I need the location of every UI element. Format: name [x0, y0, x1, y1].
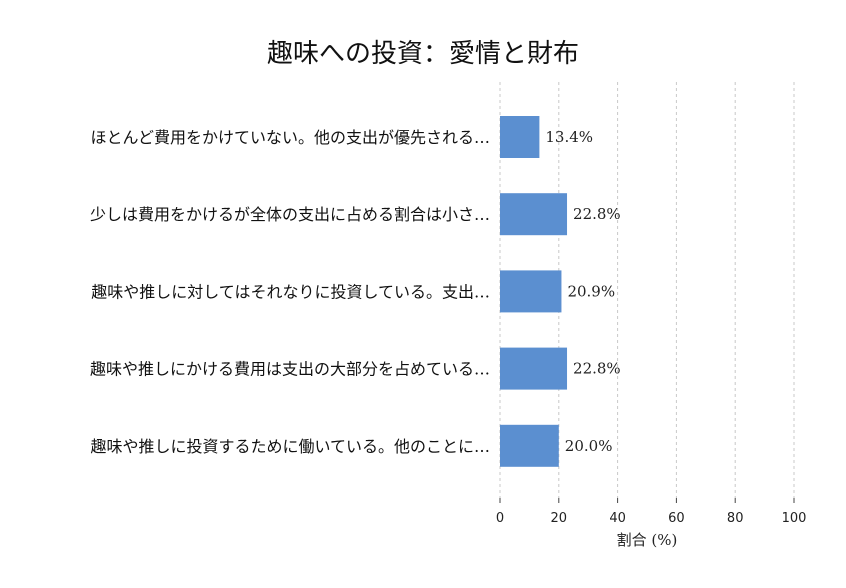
category-label: ほとんど費用をかけていない。他の支出が優先される… [90, 128, 490, 147]
x-axis-ticks: 0 20 40 60 80 100 [496, 498, 807, 526]
value-label: 13.4% [545, 128, 593, 146]
value-label: 22.8% [573, 205, 621, 223]
bar [500, 347, 568, 390]
x-tick-label: 60 [668, 511, 685, 526]
bar [500, 424, 559, 467]
category-label: 少しは費用をかけるが全体の支出に占める割合は小さ… [90, 205, 490, 224]
category-labels: ほとんど費用をかけていない。他の支出が優先される… 少しは費用をかけるが全体の支出… [90, 128, 490, 456]
value-labels: 13.4% 22.8% 20.9% 22.8% 20.0% [545, 128, 620, 455]
x-axis-label: 割合 (%) [617, 531, 678, 549]
category-label: 趣味や推しに投資するために働いている。他のことに… [90, 437, 490, 456]
x-tick-label: 0 [496, 511, 504, 526]
bars [500, 116, 568, 467]
x-tick-label: 20 [551, 511, 568, 526]
value-label: 22.8% [573, 360, 621, 378]
bar [500, 193, 568, 236]
value-label: 20.9% [567, 282, 615, 300]
x-tick-label: 100 [782, 511, 807, 526]
bar [500, 116, 540, 158]
category-label: 趣味や推しにかける費用は支出の大部分を占めている… [90, 360, 490, 379]
category-label: 趣味や推しに対してはそれなりに投資している。支出… [91, 282, 490, 301]
x-tick-label: 40 [609, 511, 626, 526]
value-label: 20.0% [565, 437, 613, 455]
bar [500, 270, 562, 313]
x-tick-label: 80 [727, 511, 744, 526]
chart-title: 趣味への投資：愛情と財布 [267, 39, 579, 69]
